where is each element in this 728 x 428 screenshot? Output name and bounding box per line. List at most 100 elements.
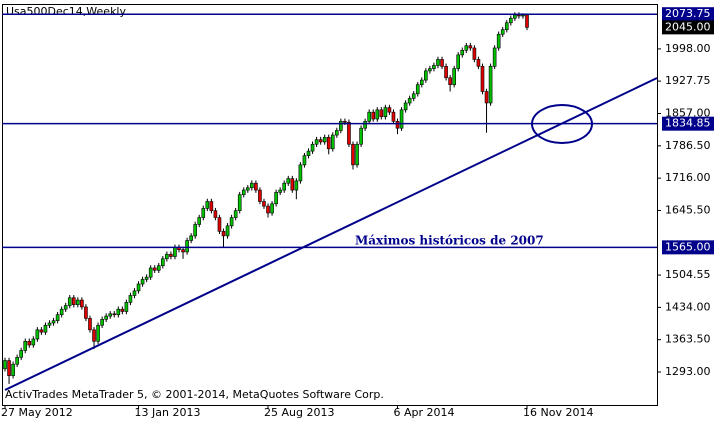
candle-body [383,107,388,118]
current-price-label: 2045.00 [665,20,711,33]
candle-body [217,217,222,232]
candle-body [424,70,428,81]
trend-line [4,77,658,391]
candle-body [128,295,133,303]
candle-body [428,68,432,72]
candle-body [330,134,335,150]
candle-body [407,98,412,104]
candle-body [322,137,327,143]
candle-body [67,297,72,306]
y-tick-label: 1998.00 [665,42,711,55]
candle-body [47,322,52,326]
candle-body [310,143,315,152]
y-tick-label: 1716.00 [665,171,711,184]
candle-body [148,267,153,278]
candle-body [43,324,48,333]
candle-body [144,276,149,280]
candle-body [403,102,408,111]
level-label: 1834.85 [665,117,711,130]
candle-body [476,59,481,67]
candle-body [35,329,40,340]
chart-title: Usa500Dec14,Weekly [6,5,126,18]
level-label-box [662,7,714,22]
y-tick-label: 1645.50 [665,203,711,216]
candle-body [525,14,529,28]
candle-body [193,224,197,237]
candle-body [136,283,141,292]
candle-body [225,225,230,237]
candle-body [411,93,416,99]
y-tick-label: 1504.55 [665,268,711,281]
candle-body [387,107,392,113]
level-label: 2073.75 [665,7,711,20]
candle-body [213,210,218,218]
candle-body [96,324,100,342]
candle-body [460,49,465,56]
candle-body [472,47,477,60]
candle-body [306,150,311,156]
candle-body [88,318,92,331]
candle-body [399,109,404,129]
candle-body [84,306,88,319]
candle-body [71,297,76,305]
candle-body [161,258,165,266]
candle-body [59,308,64,316]
x-tick-label: 6 Apr 2014 [394,406,455,419]
candle-body [359,127,363,145]
candle-body [229,217,234,227]
candle-body [488,66,493,104]
candle-body [189,235,193,241]
y-tick-label: 1857.00 [665,107,711,120]
candle-body [464,45,469,51]
candle-body [282,182,287,191]
candle-body [436,59,440,66]
candle-body [201,208,206,218]
candle-body [92,329,96,342]
candle-body [108,313,113,317]
x-tick-label: 25 Aug 2013 [264,406,334,419]
candle-body [492,47,497,67]
footer: ActivTrades MetaTrader 5, © 2001-2014, M… [5,388,384,401]
candle-body [290,178,295,191]
candle-body [241,189,246,195]
candle-body [347,121,351,145]
x-tick-label: 27 May 2012 [1,406,73,419]
candle-body [11,363,15,376]
y-tick-label: 1363.50 [665,333,711,346]
y-tick-label: 1927.75 [665,74,711,87]
candle-body [245,187,250,191]
candle-body [432,65,436,69]
candle-body [262,201,266,207]
candle-body [7,360,11,376]
candle-body [270,203,274,214]
candle-body [500,29,505,35]
plot-frame [2,4,658,406]
candle-body [169,253,173,257]
candle-body [379,109,384,118]
candle-body [250,182,254,189]
candle-body [278,189,282,193]
candle-body [452,68,456,85]
candle-body [185,240,189,253]
candle-body [55,314,60,321]
level-label: 1565.00 [665,240,711,253]
candle-body [100,319,104,326]
candle-body [124,302,129,312]
candle-body [209,201,214,211]
candle-body [335,130,339,136]
candle-body [205,201,210,209]
candle-body [517,14,521,17]
level-label-box [662,240,714,255]
candle-body [448,77,452,85]
candle-body [286,178,291,184]
annotation: Máximos históricos de 2007 [355,234,544,248]
candle-body [294,180,299,191]
y-tick-label: 1293.00 [665,365,711,378]
candle-body [480,66,485,92]
candle-body [3,360,7,370]
candle-body [415,84,420,95]
candle-body [112,313,117,316]
candle-body [173,247,177,257]
candle-body [233,210,238,218]
